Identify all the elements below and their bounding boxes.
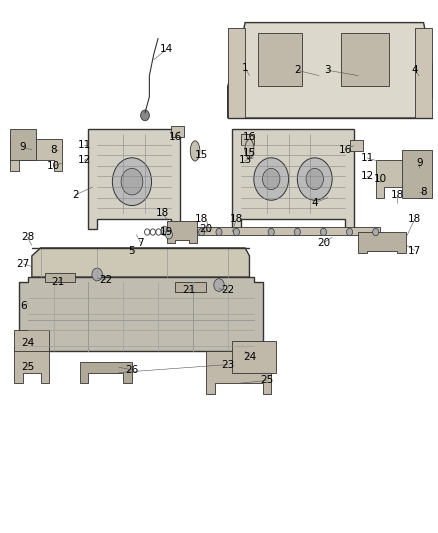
Polygon shape	[32, 248, 250, 277]
Circle shape	[268, 228, 274, 236]
Text: 24: 24	[243, 352, 256, 361]
Polygon shape	[14, 330, 49, 351]
Text: 5: 5	[129, 246, 135, 256]
Text: 14: 14	[160, 44, 173, 54]
Text: 25: 25	[260, 375, 273, 385]
Polygon shape	[184, 227, 380, 237]
Circle shape	[233, 228, 240, 236]
Text: 15: 15	[243, 148, 256, 158]
Circle shape	[294, 228, 300, 236]
Text: 12: 12	[360, 172, 374, 181]
Polygon shape	[376, 160, 428, 198]
Circle shape	[121, 168, 143, 195]
Text: 22: 22	[221, 285, 234, 295]
Circle shape	[262, 168, 280, 190]
Circle shape	[141, 110, 149, 120]
Text: 18: 18	[156, 208, 169, 219]
Text: 16: 16	[339, 145, 352, 155]
Circle shape	[214, 279, 224, 292]
Text: 1: 1	[242, 63, 248, 72]
Text: 28: 28	[21, 232, 34, 243]
Circle shape	[113, 158, 152, 206]
Text: 3: 3	[325, 66, 331, 75]
Circle shape	[373, 228, 379, 236]
Text: 10: 10	[47, 161, 60, 171]
Circle shape	[254, 158, 289, 200]
Text: 8: 8	[50, 145, 57, 155]
Polygon shape	[402, 150, 432, 198]
Text: 11: 11	[360, 153, 374, 163]
Circle shape	[346, 228, 353, 236]
Text: 8: 8	[420, 187, 427, 197]
Circle shape	[161, 226, 168, 235]
Circle shape	[216, 228, 222, 236]
Text: 21: 21	[182, 285, 195, 295]
Text: 23: 23	[221, 360, 234, 369]
Polygon shape	[167, 221, 197, 243]
Text: 15: 15	[195, 150, 208, 160]
Text: 2: 2	[72, 190, 79, 200]
Ellipse shape	[190, 141, 200, 161]
Polygon shape	[206, 351, 271, 394]
Polygon shape	[10, 139, 62, 171]
Text: 19: 19	[160, 227, 173, 237]
Polygon shape	[241, 134, 254, 144]
Text: 16: 16	[169, 132, 182, 142]
Polygon shape	[258, 33, 302, 86]
Text: 18: 18	[391, 190, 404, 200]
Circle shape	[92, 268, 102, 281]
Text: 24: 24	[21, 338, 34, 349]
Polygon shape	[228, 28, 245, 118]
Polygon shape	[341, 33, 389, 86]
Polygon shape	[350, 140, 363, 151]
Text: 18: 18	[230, 214, 243, 224]
Polygon shape	[10, 128, 36, 160]
Text: 16: 16	[243, 132, 256, 142]
Text: 4: 4	[311, 198, 318, 208]
Circle shape	[297, 158, 332, 200]
Polygon shape	[228, 22, 432, 118]
Text: 10: 10	[374, 174, 387, 184]
Text: 18: 18	[408, 214, 421, 224]
Circle shape	[166, 230, 173, 239]
Text: 11: 11	[78, 140, 91, 150]
Polygon shape	[14, 346, 49, 383]
Text: 4: 4	[412, 66, 418, 75]
Polygon shape	[358, 232, 406, 253]
Text: 26: 26	[125, 365, 138, 375]
Text: 27: 27	[17, 259, 30, 269]
Text: 13: 13	[238, 156, 252, 165]
Polygon shape	[232, 128, 354, 229]
Circle shape	[306, 168, 323, 190]
Polygon shape	[19, 277, 262, 362]
Ellipse shape	[245, 139, 254, 158]
Text: 6: 6	[20, 301, 26, 311]
Circle shape	[198, 228, 205, 236]
Text: 18: 18	[195, 214, 208, 224]
Text: 2: 2	[294, 66, 300, 75]
Text: 20: 20	[199, 224, 212, 235]
Text: 25: 25	[21, 362, 34, 372]
Text: 9: 9	[416, 158, 423, 168]
Polygon shape	[45, 273, 75, 282]
Circle shape	[321, 228, 326, 236]
Polygon shape	[415, 28, 432, 118]
Text: 21: 21	[51, 277, 64, 287]
Polygon shape	[80, 362, 132, 383]
Text: 7: 7	[138, 238, 144, 248]
Text: 17: 17	[408, 246, 421, 256]
Text: 12: 12	[78, 156, 91, 165]
Polygon shape	[171, 126, 184, 136]
Text: 20: 20	[317, 238, 330, 248]
Polygon shape	[232, 341, 276, 373]
Text: 22: 22	[99, 274, 113, 285]
Polygon shape	[176, 282, 206, 292]
Polygon shape	[88, 128, 180, 229]
Text: 9: 9	[20, 142, 26, 152]
